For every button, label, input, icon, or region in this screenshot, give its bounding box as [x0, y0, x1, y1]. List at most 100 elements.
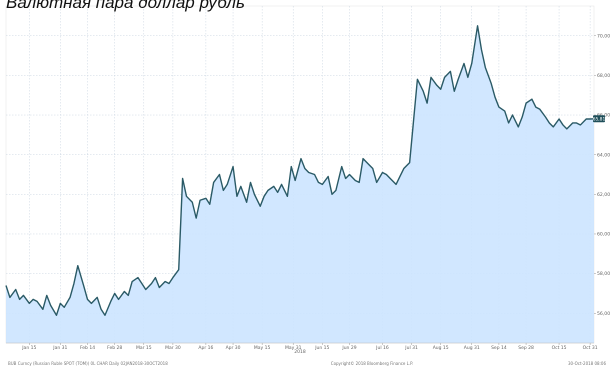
data-point: [15, 289, 16, 290]
data-point: [491, 83, 492, 84]
data-point: [295, 180, 296, 181]
footer-source: BUB Curncy (Russian Ruble SPOT (TOM)) 0L…: [8, 361, 168, 366]
data-point: [33, 299, 34, 300]
price-line: [5, 25, 595, 316]
data-point: [390, 178, 391, 179]
data-point: [362, 158, 363, 159]
data-point: [155, 277, 156, 278]
data-point: [545, 116, 546, 117]
x-tick-label: Apr 30: [226, 345, 241, 351]
data-point: [322, 184, 323, 185]
data-point: [128, 295, 129, 296]
data-point: [436, 85, 437, 86]
data-point: [145, 289, 146, 290]
data-point: [178, 269, 179, 270]
data-point: [213, 182, 214, 183]
data-point: [463, 63, 464, 64]
x-tick-label: Sep 14: [491, 345, 507, 351]
data-point: [42, 309, 43, 310]
x-tick-label: Feb 28: [107, 345, 122, 351]
data-point: [36, 301, 37, 302]
data-point: [83, 285, 84, 286]
price-area-fill: [6, 25, 594, 343]
x-tick-labels: Jan 15 Jan 31 Feb 14 Feb 28 Mar 15 Mar 30 Apr …: [21, 343, 598, 351]
x-tick-label: Jan 31: [52, 345, 67, 351]
data-point: [386, 174, 387, 175]
data-point: [558, 118, 559, 119]
data-point: [539, 108, 540, 109]
data-point: [287, 196, 288, 197]
data-point: [110, 301, 111, 302]
x-tick-label: Jul 31: [404, 345, 418, 351]
y-tick-label: 60,00: [597, 232, 610, 238]
data-point: [223, 190, 224, 191]
data-point: [77, 265, 78, 266]
data-point: [359, 182, 360, 183]
data-point: [454, 91, 455, 92]
y-tick-label: 64,00: [597, 152, 610, 158]
data-point: [114, 293, 115, 294]
x-tick-label: May 15: [254, 345, 271, 351]
data-point: [458, 79, 459, 80]
data-point: [219, 174, 220, 175]
x-tick-label: May 31: [285, 345, 302, 351]
data-point: [291, 166, 292, 167]
data-point: [182, 178, 183, 179]
data-point: [467, 77, 468, 78]
data-point: [254, 194, 255, 195]
x-tick-label: Jan 15: [21, 345, 36, 351]
data-point: [227, 184, 228, 185]
footer-copyright: Copyright© 2018 Bloomberg Finance L.P.: [331, 361, 413, 366]
x-tick-label: Jun 29: [341, 345, 356, 351]
data-point: [56, 315, 57, 316]
data-point: [277, 192, 278, 193]
x-tick-label: Feb 14: [80, 345, 95, 351]
data-point: [549, 122, 550, 123]
data-point: [240, 186, 241, 187]
data-point: [331, 194, 332, 195]
data-point: [522, 116, 523, 117]
data-point: [531, 99, 532, 100]
data-point: [586, 118, 587, 119]
data-point: [409, 162, 410, 163]
data-point: [399, 176, 400, 177]
data-point: [281, 184, 282, 185]
data-point: [504, 110, 505, 111]
data-point: [29, 303, 30, 304]
data-point: [209, 204, 210, 205]
data-point: [580, 124, 581, 125]
data-point: [151, 283, 152, 284]
data-point: [132, 281, 133, 282]
data-point: [576, 122, 577, 123]
data-point: [260, 206, 261, 207]
data-point: [481, 49, 482, 50]
data-point: [572, 122, 573, 123]
data-point: [273, 186, 274, 187]
y-tick-label: 58,00: [597, 271, 610, 277]
data-point: [318, 182, 319, 183]
data-point: [444, 77, 445, 78]
data-point: [341, 166, 342, 167]
data-point: [124, 291, 125, 292]
data-point: [159, 287, 160, 288]
data-point: [440, 89, 441, 90]
data-point: [314, 174, 315, 175]
data-point: [518, 126, 519, 127]
data-point: [100, 309, 101, 310]
data-point: [300, 158, 301, 159]
chart-title: Валютная пара доллар рубль: [6, 0, 245, 12]
x-tick-label: Oct 15: [552, 345, 567, 351]
data-point: [60, 303, 61, 304]
data-point: [349, 174, 350, 175]
data-point: [485, 67, 486, 68]
x-tick-label: Sep 28: [518, 345, 534, 351]
data-point: [376, 182, 377, 183]
data-point: [413, 120, 414, 121]
data-point: [141, 283, 142, 284]
data-point: [236, 196, 237, 197]
data-point: [345, 178, 346, 179]
data-point: [308, 172, 309, 173]
data-point: [508, 122, 509, 123]
data-point: [69, 297, 70, 298]
data-point: [430, 77, 431, 78]
